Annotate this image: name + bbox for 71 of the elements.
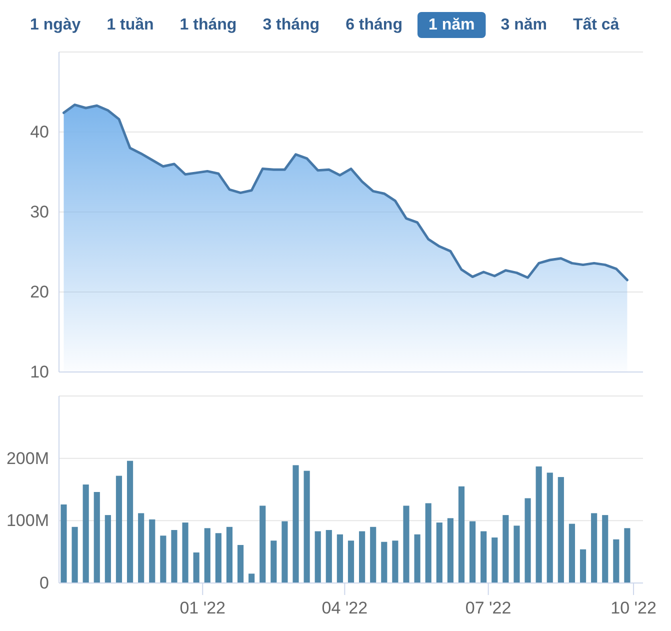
x-tick-label: 01 '22 <box>180 598 226 618</box>
bar <box>226 526 233 583</box>
y-tick-label: 10 <box>30 362 49 382</box>
bar <box>149 519 156 583</box>
bar <box>447 518 454 583</box>
bar <box>314 531 321 583</box>
text: 3 tháng <box>262 16 320 34</box>
bar <box>237 544 244 583</box>
y-tick-label: 100M <box>6 511 49 530</box>
text: 1 tháng <box>180 16 237 34</box>
text: 3 năm <box>500 16 547 34</box>
bar <box>602 515 608 583</box>
text: 1 tuần <box>106 16 154 34</box>
bar <box>82 484 89 583</box>
bar <box>60 504 67 583</box>
bar <box>116 476 122 583</box>
bar <box>425 503 432 583</box>
bar <box>182 522 188 583</box>
bar <box>469 521 476 583</box>
bar <box>613 539 620 583</box>
bar <box>348 540 354 583</box>
text: 1 năm <box>428 16 475 34</box>
bar <box>326 530 332 583</box>
bar <box>138 513 144 583</box>
bar <box>580 549 586 583</box>
bar <box>292 465 299 583</box>
bar <box>546 472 553 583</box>
bar <box>370 526 376 583</box>
bar <box>458 486 465 583</box>
bar <box>558 477 564 583</box>
y-tick-label: 0 <box>40 574 49 592</box>
bar <box>381 542 388 583</box>
bar <box>204 528 210 583</box>
bar <box>403 506 410 583</box>
bar <box>359 531 366 583</box>
bar <box>270 540 277 583</box>
y-tick-label: 20 <box>30 282 49 302</box>
y-tick-label: 200M <box>6 448 49 468</box>
bar <box>336 534 343 583</box>
text: 6 tháng <box>346 16 402 34</box>
bar <box>536 466 542 583</box>
y-tick-label: 30 <box>30 202 49 222</box>
x-tick-label: 07 '22 <box>465 598 512 618</box>
bar <box>502 515 509 583</box>
bar <box>480 531 487 583</box>
bar <box>624 528 630 583</box>
bar <box>514 526 520 583</box>
bar <box>248 574 255 583</box>
text: 1 ngày <box>30 16 81 34</box>
bar <box>160 536 166 583</box>
bar <box>568 524 576 583</box>
x-tick-label: 10 '22 <box>610 598 656 618</box>
x-tick-label: 04 '22 <box>322 598 368 618</box>
bar <box>591 513 598 583</box>
bar <box>392 540 398 583</box>
bar <box>215 533 222 583</box>
text: Tất cả <box>572 16 620 34</box>
bar <box>414 534 420 583</box>
bar <box>304 470 310 583</box>
bar <box>171 530 178 583</box>
bar <box>72 526 78 583</box>
y-tick-label: 40 <box>30 122 49 142</box>
bar <box>436 522 442 583</box>
bar <box>492 537 498 583</box>
bar <box>260 506 266 583</box>
bar <box>282 521 288 583</box>
bar <box>193 552 200 583</box>
bar <box>126 460 134 583</box>
bar <box>94 492 100 583</box>
bar <box>104 515 111 583</box>
bar <box>524 498 531 583</box>
